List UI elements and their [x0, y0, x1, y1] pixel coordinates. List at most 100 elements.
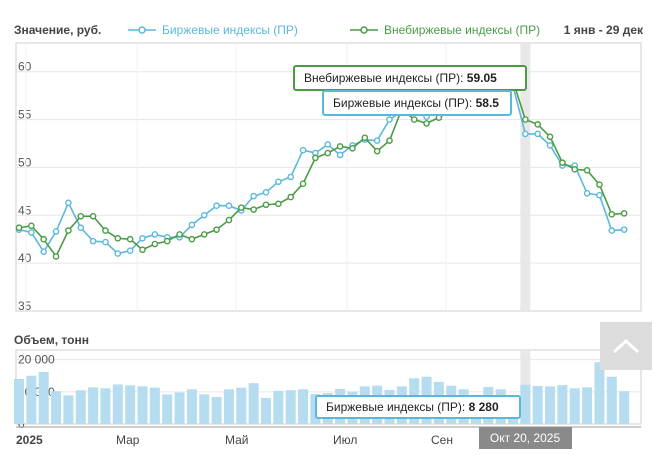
tooltip-label-otc: Внебиржевые индексы (ПР): 59.05	[304, 71, 497, 85]
data-point-exchange	[620, 226, 628, 233]
data-point-exchange	[324, 141, 332, 148]
volume-bar	[63, 395, 74, 424]
data-point-exchange	[200, 211, 208, 219]
volume-bar	[520, 384, 531, 424]
data-point-otc	[250, 206, 257, 213]
volume-bar	[606, 376, 617, 424]
data-point-otc	[324, 149, 332, 157]
volume-bar	[261, 397, 271, 424]
volume-bar	[211, 396, 222, 424]
legend-item-exchange: Биржевые индексы (ПР)	[128, 23, 298, 37]
legend-marker-otc	[360, 26, 368, 34]
data-point-otc	[361, 134, 369, 142]
data-point-otc	[114, 234, 122, 242]
tooltip-volume: Биржевые индексы (ПР): 8 280	[315, 395, 521, 419]
x-tick-label: Июл	[333, 433, 357, 447]
volume-bar	[88, 387, 99, 424]
volume-bar	[619, 391, 630, 424]
volume-bar	[594, 362, 605, 424]
volume-bar	[100, 388, 111, 424]
data-point-exchange	[534, 130, 542, 138]
price-tick-label: 45	[18, 203, 32, 217]
data-point-otc	[176, 231, 183, 238]
price-crosshair-band	[520, 43, 531, 311]
x-tick-label: Мар	[116, 433, 140, 447]
volume-bar	[285, 390, 296, 424]
data-point-otc	[312, 154, 319, 162]
data-point-otc	[163, 237, 171, 245]
data-point-otc	[139, 246, 146, 254]
data-point-exchange	[299, 146, 307, 154]
price-tick-label: 60	[18, 60, 32, 74]
tooltip-value: 8 280	[469, 400, 499, 414]
data-point-otc	[571, 166, 579, 173]
price-tick-label: 40	[18, 251, 32, 265]
crosshair-date-badge: Окт 20, 2025	[479, 427, 572, 449]
period-label: 1 янв - 29 дек	[564, 23, 644, 37]
data-point-otc	[583, 166, 591, 174]
data-point-otc	[151, 240, 159, 248]
tooltip-series-name: Внебиржевые индексы (ПР):	[304, 71, 467, 85]
volume-bar	[51, 391, 62, 424]
data-point-otc	[52, 253, 60, 260]
tooltip-exchange: Биржевые индексы (ПР): 58.5	[322, 90, 512, 116]
data-point-exchange	[608, 227, 616, 234]
data-point-exchange	[213, 202, 220, 210]
data-point-exchange	[386, 116, 393, 123]
data-point-exchange	[373, 137, 381, 144]
tooltip-label-exchange: Биржевые индексы (ПР): 58.5	[333, 96, 499, 110]
data-point-otc	[522, 116, 529, 123]
data-point-exchange	[522, 130, 529, 138]
price-axis-title: Значение, руб.	[14, 23, 101, 37]
price-tick-label: 55	[18, 108, 32, 122]
data-point-exchange	[287, 173, 295, 181]
volume-bar	[545, 386, 556, 424]
data-point-exchange	[65, 199, 72, 207]
data-point-exchange	[89, 237, 97, 245]
data-point-otc	[299, 180, 307, 187]
tooltip-series-name: Биржевые индексы (ПР):	[326, 400, 469, 414]
tooltip-value: 58.5	[476, 96, 500, 110]
volume-bar	[14, 378, 24, 424]
x-tick-label: Сен	[431, 433, 453, 447]
data-point-otc	[126, 235, 134, 243]
volume-bar	[582, 387, 593, 424]
data-point-exchange	[583, 189, 591, 197]
data-point-exchange	[596, 191, 603, 199]
data-point-otc	[608, 211, 616, 218]
data-point-otc	[373, 147, 381, 155]
volume-bar	[236, 387, 247, 424]
data-point-otc	[77, 212, 85, 220]
volume-bar	[38, 371, 49, 424]
tooltip-otc: Внебиржевые индексы (ПР): 59.05	[293, 65, 527, 91]
legend-item-otc: Внебиржевые индексы (ПР)	[350, 23, 540, 37]
tooltip-value: 59.05	[467, 71, 497, 85]
data-point-otc	[410, 116, 418, 123]
volume-tick-label: 20 000	[18, 353, 55, 367]
volume-bar	[273, 390, 284, 424]
data-point-otc	[349, 144, 356, 152]
data-point-otc	[596, 181, 603, 188]
data-point-otc	[200, 231, 208, 238]
volume-bar	[199, 394, 210, 424]
data-point-otc	[65, 227, 72, 234]
data-point-otc	[40, 235, 48, 243]
volume-bar	[174, 392, 185, 424]
volume-bar	[223, 389, 234, 424]
data-point-exchange	[151, 231, 159, 238]
scroll-to-top-button[interactable]	[600, 322, 652, 370]
volume-bar	[532, 386, 543, 424]
data-point-otc	[89, 212, 97, 220]
volume-bar	[569, 388, 580, 424]
price-tick-label: 35	[18, 299, 32, 313]
price-tick-label: 50	[18, 155, 32, 169]
volume-bar	[149, 387, 160, 424]
volume-bar	[162, 394, 173, 424]
volume-bar	[248, 383, 259, 424]
volume-bar	[557, 385, 568, 424]
data-point-exchange	[28, 229, 35, 236]
data-point-exchange	[336, 151, 344, 159]
data-point-otc	[102, 227, 109, 234]
data-point-exchange	[262, 189, 270, 196]
